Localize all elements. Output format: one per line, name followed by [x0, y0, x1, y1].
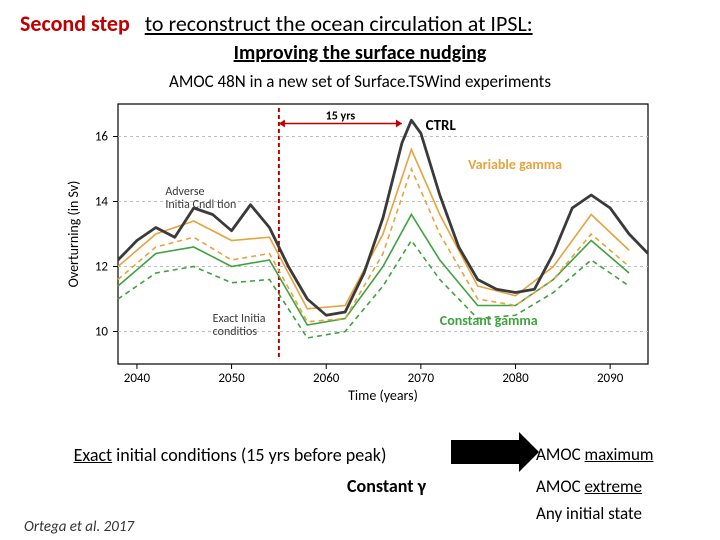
svg-text:Variable gamma: Variable gamma [468, 156, 562, 173]
svg-text:Time (years): Time (years) [348, 387, 418, 404]
svg-text:CTRL: CTRL [426, 117, 457, 135]
svg-text:16: 16 [95, 130, 109, 145]
svg-text:Initia Cndl tion: Initia Cndl tion [165, 198, 236, 212]
title-red-part: Second step [20, 10, 130, 37]
arrow-cell [436, 440, 536, 469]
svg-text:15 yrs: 15 yrs [326, 110, 356, 124]
summary-right-1: AMOC maximum [536, 444, 696, 465]
svg-text:2070: 2070 [408, 371, 435, 386]
summary-row-2: Constant γ AMOC extreme [24, 475, 696, 497]
slide-title: Second step to reconstruct the ocean cir… [0, 0, 720, 41]
big-arrow-icon [451, 440, 521, 464]
summary-right-2: AMOC extreme [536, 476, 696, 497]
summary-left-2: Constant γ [24, 475, 436, 497]
svg-text:2050: 2050 [218, 371, 245, 386]
svg-text:14: 14 [95, 195, 109, 210]
summary-right-3: Any initial state [536, 503, 696, 524]
svg-text:2040: 2040 [124, 371, 151, 386]
summary-block: Exact initial conditions (15 yrs before … [0, 440, 720, 530]
summary-row-1: Exact initial conditions (15 yrs before … [24, 440, 696, 469]
svg-text:Overturning (in Sv): Overturning (in Sv) [65, 181, 82, 288]
svg-text:Exact Initia: Exact Initia [213, 312, 266, 326]
svg-text:2090: 2090 [597, 371, 624, 386]
svg-text:Adverse: Adverse [165, 185, 204, 199]
svg-text:2080: 2080 [502, 371, 529, 386]
summary-left-1: Exact initial conditions (15 yrs before … [24, 444, 436, 466]
svg-text:conditios: conditios [213, 325, 258, 339]
svg-text:10: 10 [95, 325, 109, 340]
amoc-line-chart: 10 12 14 16 2040 2050 2060 2070 2080 2090 Time (ye… [60, 94, 660, 404]
citation: Ortega et al. 2017 [24, 518, 134, 536]
chart-caption: AMOC 48N in a new set of Surface.TSWind … [0, 71, 720, 92]
subtitle: Improving the surface nudging [0, 41, 720, 65]
svg-text:2060: 2060 [313, 371, 340, 386]
svg-text:12: 12 [95, 260, 109, 275]
svg-text:Constant gamma: Constant gamma [440, 312, 538, 329]
title-rest: to reconstruct the ocean circulation at … [145, 10, 533, 37]
